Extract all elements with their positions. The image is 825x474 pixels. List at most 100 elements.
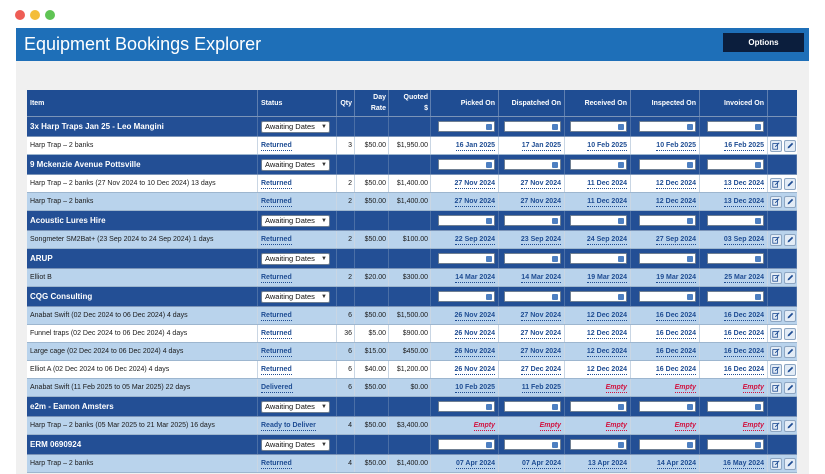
picked-date-input[interactable] [438, 121, 495, 132]
status-select[interactable]: Awaiting Dates ▼ [261, 438, 330, 451]
received-date-link[interactable]: 12 Dec 2024 [586, 311, 627, 321]
dispatched-date-link[interactable]: 27 Nov 2024 [520, 179, 561, 189]
status-link[interactable]: Returned [261, 365, 292, 375]
status-link[interactable]: Returned [261, 179, 292, 189]
invoiced-date-input[interactable] [707, 215, 764, 226]
status-link[interactable]: Returned [261, 459, 292, 469]
received-date-link[interactable]: 11 Dec 2024 [587, 197, 627, 207]
pencil-icon[interactable] [783, 345, 796, 358]
picked-date-link[interactable]: 14 Mar 2024 [455, 273, 495, 283]
received-date-input[interactable] [570, 253, 627, 264]
status-select[interactable]: Awaiting Dates ▼ [261, 214, 330, 227]
picked-date-input[interactable] [438, 291, 495, 302]
invoiced-date-link[interactable]: 16 Dec 2024 [723, 347, 764, 357]
dispatched-date-input[interactable] [504, 253, 561, 264]
received-date-input[interactable] [570, 439, 627, 450]
edit-icon[interactable] [769, 381, 782, 394]
received-date-link[interactable]: 13 Apr 2024 [587, 459, 627, 469]
options-button[interactable]: Options [723, 33, 804, 52]
invoiced-date-link[interactable]: 13 Dec 2024 [723, 197, 764, 207]
picked-date-link[interactable]: 26 Nov 2024 [454, 365, 495, 375]
pencil-icon[interactable] [783, 327, 796, 340]
received-date-link[interactable]: 11 Dec 2024 [587, 179, 627, 189]
edit-icon[interactable] [769, 309, 782, 322]
received-date-input[interactable] [570, 215, 627, 226]
invoiced-date-link[interactable]: 03 Sep 2024 [723, 235, 764, 245]
status-link[interactable]: Returned [261, 311, 292, 321]
invoiced-date-input[interactable] [707, 253, 764, 264]
invoiced-date-link[interactable]: 16 Feb 2025 [724, 141, 764, 151]
status-link[interactable]: Delivered [261, 383, 293, 393]
dispatched-date-link[interactable]: 23 Sep 2024 [520, 235, 561, 245]
received-date-link[interactable]: 12 Dec 2024 [586, 365, 627, 375]
inspected-date-link[interactable]: 14 Apr 2024 [656, 459, 696, 469]
invoiced-date-link[interactable]: 16 Dec 2024 [723, 311, 764, 321]
status-select[interactable]: Awaiting Dates ▼ [261, 290, 330, 303]
invoiced-date-input[interactable] [707, 121, 764, 132]
inspected-date-input[interactable] [639, 215, 696, 226]
minimize-window-button[interactable] [30, 10, 40, 20]
invoiced-date-input[interactable] [707, 439, 764, 450]
dispatched-date-link[interactable]: 27 Nov 2024 [520, 311, 561, 321]
picked-date-link[interactable]: 16 Jan 2025 [455, 141, 495, 151]
invoiced-date-input[interactable] [707, 291, 764, 302]
dispatched-date-input[interactable] [504, 291, 561, 302]
picked-date-link[interactable]: 10 Feb 2025 [455, 383, 495, 393]
edit-icon[interactable] [769, 457, 782, 470]
status-link[interactable]: Returned [261, 273, 292, 283]
inspected-date-input[interactable] [639, 291, 696, 302]
maximize-window-button[interactable] [45, 10, 55, 20]
pencil-icon[interactable] [783, 177, 796, 190]
received-date-link[interactable]: 12 Dec 2024 [586, 347, 627, 357]
pencil-icon[interactable] [783, 139, 796, 152]
inspected-date-link[interactable]: 12 Dec 2024 [655, 179, 696, 189]
inspected-date-link[interactable]: 27 Sep 2024 [655, 235, 696, 245]
picked-date-link[interactable]: 27 Nov 2024 [454, 197, 495, 207]
dispatched-date-link[interactable]: 17 Jan 2025 [521, 141, 561, 151]
edit-icon[interactable] [769, 271, 782, 284]
status-link[interactable]: Returned [261, 329, 292, 339]
invoiced-date-link[interactable]: Empty [742, 421, 764, 431]
invoiced-date-link[interactable]: 16 Dec 2024 [723, 365, 764, 375]
dispatched-date-link[interactable]: 14 Mar 2024 [521, 273, 561, 283]
dispatched-date-input[interactable] [504, 215, 561, 226]
invoiced-date-link[interactable]: 16 May 2024 [723, 459, 764, 469]
pencil-icon[interactable] [783, 457, 796, 470]
received-date-link[interactable]: Empty [605, 383, 627, 393]
status-select[interactable]: Awaiting Dates ▼ [261, 252, 330, 265]
invoiced-date-link[interactable]: 25 Mar 2024 [724, 273, 764, 283]
inspected-date-link[interactable]: 10 Feb 2025 [656, 141, 696, 151]
status-link[interactable]: Ready to Deliver [261, 421, 316, 431]
edit-icon[interactable] [769, 195, 782, 208]
dispatched-date-link[interactable]: Empty [539, 421, 561, 431]
received-date-link[interactable]: 10 Feb 2025 [587, 141, 627, 151]
dispatched-date-link[interactable]: 07 Apr 2024 [521, 459, 561, 469]
inspected-date-input[interactable] [639, 439, 696, 450]
dispatched-date-input[interactable] [504, 159, 561, 170]
inspected-date-input[interactable] [639, 121, 696, 132]
picked-date-input[interactable] [438, 215, 495, 226]
pencil-icon[interactable] [783, 309, 796, 322]
picked-date-link[interactable]: 26 Nov 2024 [454, 329, 495, 339]
received-date-input[interactable] [570, 291, 627, 302]
dispatched-date-link[interactable]: 27 Dec 2024 [520, 365, 561, 375]
edit-icon[interactable] [769, 177, 782, 190]
status-link[interactable]: Returned [261, 347, 292, 357]
picked-date-input[interactable] [438, 253, 495, 264]
pencil-icon[interactable] [783, 381, 796, 394]
inspected-date-link[interactable]: 16 Dec 2024 [655, 365, 696, 375]
status-link[interactable]: Returned [261, 235, 292, 245]
received-date-input[interactable] [570, 121, 627, 132]
picked-date-input[interactable] [438, 439, 495, 450]
status-link[interactable]: Returned [261, 141, 292, 151]
pencil-icon[interactable] [783, 233, 796, 246]
received-date-link[interactable]: 19 Mar 2024 [587, 273, 627, 283]
edit-icon[interactable] [769, 363, 782, 376]
picked-date-link[interactable]: 22 Sep 2024 [454, 235, 495, 245]
pencil-icon[interactable] [783, 419, 796, 432]
dispatched-date-input[interactable] [504, 401, 561, 412]
dispatched-date-input[interactable] [504, 121, 561, 132]
picked-date-link[interactable]: 07 Apr 2024 [455, 459, 495, 469]
inspected-date-input[interactable] [639, 159, 696, 170]
picked-date-link[interactable]: 26 Nov 2024 [454, 347, 495, 357]
